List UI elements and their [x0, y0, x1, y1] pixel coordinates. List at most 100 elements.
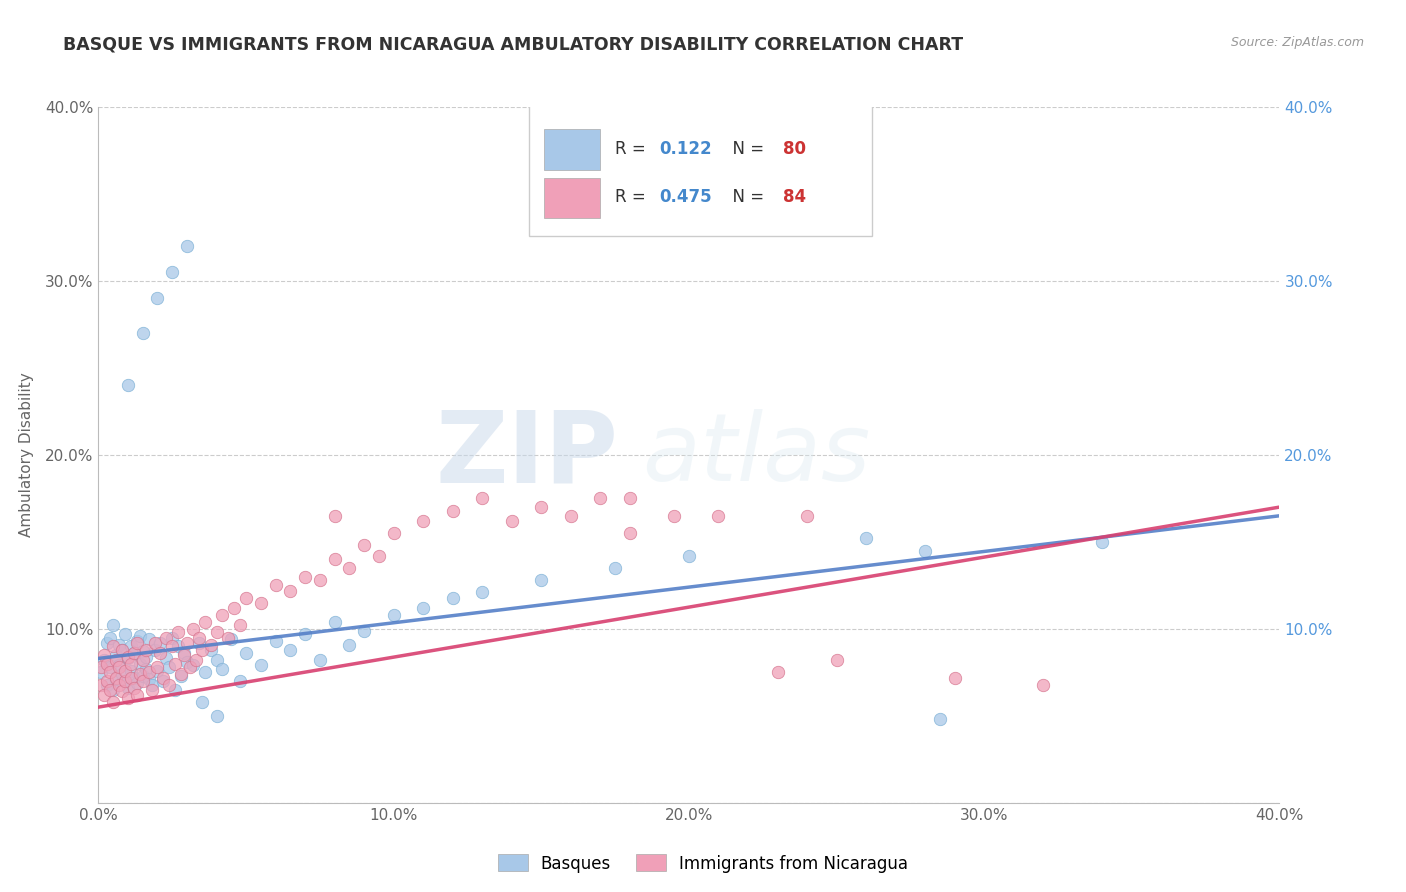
Point	[117, 651, 139, 665]
Point	[382, 607, 405, 622]
Point	[278, 583, 302, 598]
Point	[184, 653, 207, 667]
Point	[176, 636, 198, 650]
Point	[353, 538, 375, 552]
Text: 84: 84	[783, 188, 807, 206]
Point	[96, 636, 118, 650]
Point	[120, 657, 142, 671]
Point	[157, 677, 180, 691]
Point	[211, 607, 233, 622]
Point	[93, 648, 115, 662]
Point	[105, 653, 128, 667]
Point	[173, 646, 195, 660]
Point	[530, 573, 553, 587]
Text: R =: R =	[614, 188, 651, 206]
Point	[155, 631, 177, 645]
Point	[138, 673, 160, 687]
Point	[135, 649, 157, 664]
Point	[619, 526, 641, 541]
Point	[264, 634, 287, 648]
Point	[412, 601, 434, 615]
Point	[471, 585, 494, 599]
Point	[162, 631, 183, 645]
Point	[90, 660, 112, 674]
Point	[235, 591, 257, 605]
Point	[157, 660, 180, 674]
Point	[93, 653, 115, 667]
Point	[120, 664, 142, 678]
Point	[111, 667, 134, 681]
Point	[294, 570, 316, 584]
Point	[143, 636, 166, 650]
Point	[103, 695, 125, 709]
Point	[132, 674, 155, 689]
Point	[176, 655, 198, 669]
Point	[219, 632, 242, 647]
Point	[146, 291, 169, 305]
Point	[155, 651, 177, 665]
Point	[323, 552, 346, 566]
Point	[103, 618, 125, 632]
Point	[138, 665, 160, 680]
Point	[90, 677, 112, 691]
Point	[114, 627, 136, 641]
Point	[501, 514, 523, 528]
Point	[125, 675, 148, 690]
Point	[928, 712, 950, 726]
Point	[117, 681, 139, 695]
Point	[173, 648, 195, 662]
Point	[122, 646, 145, 660]
Point	[1032, 677, 1054, 691]
Point	[278, 642, 302, 657]
Legend: Basques, Immigrants from Nicaragua: Basques, Immigrants from Nicaragua	[491, 847, 915, 880]
Point	[162, 265, 183, 279]
Point	[120, 671, 142, 685]
Point	[105, 671, 128, 685]
Point	[229, 674, 252, 689]
Point	[678, 549, 700, 563]
Point	[589, 491, 612, 506]
Point	[93, 688, 115, 702]
Point	[605, 561, 627, 575]
Point	[146, 664, 169, 678]
Point	[170, 669, 193, 683]
Point	[98, 665, 121, 680]
Point	[162, 639, 183, 653]
Point	[194, 665, 217, 680]
Point	[353, 624, 375, 638]
Point	[235, 646, 257, 660]
Point	[309, 653, 332, 667]
Point	[103, 682, 125, 697]
Point	[152, 671, 174, 685]
Point	[103, 639, 125, 653]
Point	[98, 682, 121, 697]
Text: N =: N =	[723, 140, 769, 158]
Point	[250, 658, 273, 673]
Point	[194, 615, 217, 629]
Point	[664, 508, 686, 523]
Point	[114, 674, 136, 689]
Point	[96, 657, 118, 671]
Point	[149, 636, 172, 650]
Point	[141, 682, 163, 697]
Point	[108, 638, 131, 652]
Point	[105, 673, 128, 687]
Point	[149, 646, 172, 660]
Point	[132, 326, 155, 340]
Point	[117, 649, 139, 664]
Point	[128, 667, 150, 681]
Text: Source: ZipAtlas.com: Source: ZipAtlas.com	[1230, 36, 1364, 49]
Point	[530, 500, 553, 514]
Point	[120, 639, 142, 653]
Point	[205, 708, 228, 723]
Y-axis label: Ambulatory Disability: Ambulatory Disability	[18, 373, 34, 537]
Point	[108, 658, 131, 673]
Point	[294, 627, 316, 641]
Point	[855, 532, 877, 546]
Point	[560, 508, 582, 523]
Point	[132, 644, 155, 658]
Point	[217, 631, 239, 645]
Text: 80: 80	[783, 140, 807, 158]
Point	[122, 646, 145, 660]
Point	[135, 662, 157, 676]
